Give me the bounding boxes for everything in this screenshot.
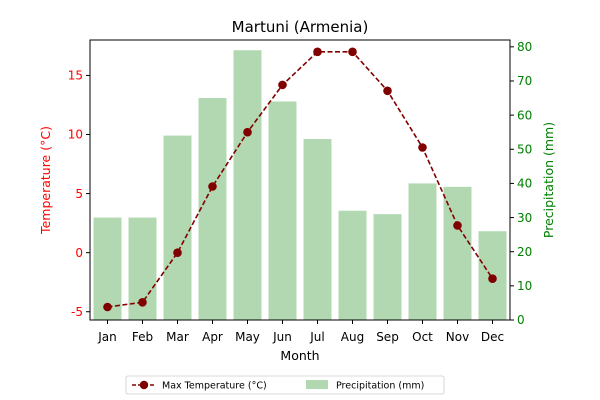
temperature-point (278, 80, 287, 90)
precipitation-bar (268, 101, 297, 321)
y-axis-left-title: Temperature (°C) (38, 126, 53, 235)
legend-label-temperature: Max Temperature (°C) (162, 381, 267, 392)
temperature-point (348, 47, 357, 57)
temperature-point (488, 274, 497, 283)
x-tick-label: Sep (376, 330, 399, 344)
x-tick-label: Feb (132, 330, 153, 344)
precipitation-bar (163, 135, 192, 320)
legend-frame (125, 375, 445, 395)
temperature-line (107, 51, 494, 308)
y-right-tick-label: 30 (517, 211, 532, 225)
y-left-tick-label: 10 (68, 128, 83, 142)
x-tick-label: Oct (412, 330, 433, 344)
temperature-point (418, 143, 427, 152)
temperature-point (208, 182, 217, 191)
x-tick-label: Mar (166, 330, 189, 344)
x-tick-label: Jan (97, 330, 117, 344)
y-right-tick-label: 40 (517, 177, 532, 191)
x-tick-label: May (235, 330, 260, 344)
y-right-tick-label: 80 (517, 40, 532, 54)
precipitation-bar (408, 183, 437, 320)
precipitation-bar (373, 214, 402, 320)
temperature-point (138, 297, 147, 307)
precipitation-bar (233, 50, 262, 321)
legend-label-precipitation: Precipitation (mm) (336, 381, 424, 392)
y-left-tick-label: 0 (75, 246, 83, 260)
x-tick-label: Jun (272, 330, 292, 344)
temperature-point (453, 221, 462, 230)
y-left-tick-label: 15 (68, 69, 83, 83)
precipitation-bar (338, 210, 367, 320)
y-right-tick-label: 10 (517, 279, 532, 293)
legend: Max Temperature (°C) Precipitation (mm) (125, 375, 445, 395)
temperature-point (243, 127, 252, 137)
temperature-point (103, 302, 112, 312)
y-right-tick-label: 70 (517, 74, 532, 88)
legend-marker-swatch (139, 380, 149, 390)
legend-bar-swatch (306, 380, 328, 389)
y-axis-right-title: Precipitation (mm) (541, 122, 556, 238)
axes-layer: -5 0 5 10 15 0 10 20 30 40 50 60 70 80 Jan Feb Mar Apr May… (68, 39, 532, 344)
y-right-tick-label: 50 (517, 142, 532, 156)
precipitation-bar (198, 98, 227, 320)
x-tick-label: Aug (341, 330, 364, 344)
bars-layer (93, 50, 507, 321)
chart-title: Martuni (Armenia) (232, 18, 369, 36)
x-tick-label: Dec (481, 330, 504, 344)
plot-frame (89, 39, 511, 321)
temperature-point (383, 86, 392, 96)
x-tick-label: Nov (446, 330, 469, 344)
precipitation-bar (443, 186, 472, 320)
x-tick-label: Jul (309, 330, 324, 344)
temperature-point (313, 47, 322, 57)
x-axis-title: Month (280, 348, 319, 363)
y-right-tick-label: 0 (517, 313, 525, 327)
x-tick-label: Apr (202, 330, 223, 344)
temperature-point (173, 248, 182, 257)
y-left-tick-label: -5 (71, 305, 83, 319)
line-layer (103, 47, 497, 312)
y-right-tick-label: 60 (517, 108, 532, 122)
y-right-tick-label: 20 (517, 245, 532, 259)
y-left-tick-label: 5 (75, 187, 83, 201)
precipitation-bar (303, 139, 332, 320)
